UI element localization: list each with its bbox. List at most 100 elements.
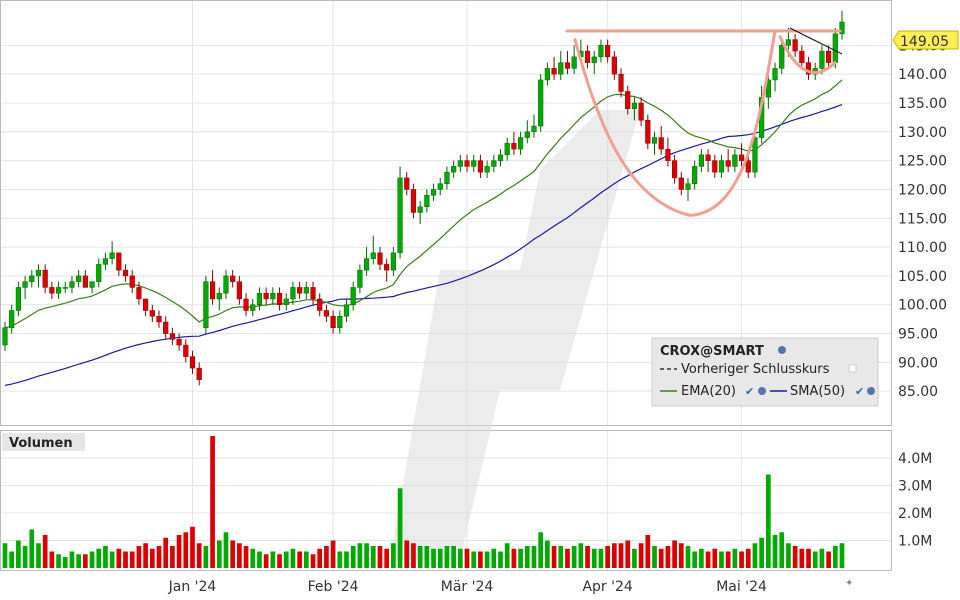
- volume-bar: [123, 551, 128, 568]
- candle-body: [176, 339, 182, 346]
- candle-body: [477, 160, 484, 173]
- candle-body: [136, 287, 142, 300]
- prev-close-toggle-icon[interactable]: [848, 364, 857, 373]
- volume-bar: [350, 546, 356, 568]
- price-tick-label: 90.00: [898, 355, 938, 371]
- volume-bar: [839, 543, 845, 568]
- volume-bar: [357, 543, 363, 568]
- candle-body: [109, 252, 115, 259]
- volume-bar: [705, 551, 711, 568]
- candle-body: [692, 166, 698, 184]
- ema-check-icon[interactable]: ✔: [745, 385, 754, 398]
- volume-bar: [83, 554, 88, 568]
- candle-body: [283, 298, 289, 305]
- candle-body: [290, 287, 296, 300]
- candle-body: [551, 68, 557, 75]
- price-tick-label: 100.00: [898, 298, 947, 314]
- candle-body: [805, 62, 812, 75]
- volume-bar: [16, 540, 21, 568]
- candle-body: [196, 367, 202, 380]
- candle-body: [618, 73, 624, 92]
- volume-bar: [632, 548, 637, 568]
- volume-bar: [578, 543, 584, 568]
- candle-body: [625, 91, 631, 110]
- volume-bar: [176, 535, 182, 568]
- sma-settings-icon[interactable]: [867, 387, 875, 395]
- volume-bar: [471, 551, 477, 568]
- cup-curve: [573, 29, 777, 217]
- volume-bar: [103, 546, 108, 568]
- candle-body: [129, 275, 135, 288]
- volume-bar: [511, 548, 517, 568]
- volume-bar: [585, 546, 590, 568]
- volume-bar: [792, 546, 798, 568]
- volume-bar: [799, 548, 805, 568]
- volume-bar: [826, 551, 831, 568]
- candle-body: [169, 333, 175, 340]
- volume-bar: [404, 540, 410, 568]
- volume-bar: [752, 543, 758, 568]
- volume-bar: [591, 548, 597, 568]
- candle-body: [29, 275, 35, 282]
- volume-bar: [652, 546, 657, 568]
- volume-bar: [417, 546, 423, 568]
- candle-body: [752, 137, 758, 173]
- volume-bar: [692, 551, 698, 568]
- candle-body: [390, 252, 396, 271]
- candle-body: [69, 281, 75, 288]
- volume-bar: [437, 548, 443, 568]
- volume-bar: [786, 543, 791, 568]
- volume-bar: [531, 546, 537, 568]
- legend-symbol-icon[interactable]: [778, 346, 786, 354]
- candle-body: [370, 252, 376, 259]
- volume-bar: [49, 551, 55, 568]
- time-tick-label: Mai '24: [716, 579, 767, 595]
- volume-bar: [565, 548, 570, 568]
- price-tick-label: 120.00: [898, 182, 947, 198]
- volume-bar: [625, 540, 631, 568]
- volume-bar: [598, 548, 604, 568]
- candle-body: [357, 269, 363, 288]
- candle-body: [430, 189, 437, 196]
- volume-tick-label: 2.0M: [898, 506, 932, 522]
- volume-bar: [685, 546, 691, 568]
- candle-body: [451, 166, 457, 173]
- volume-bar: [424, 546, 430, 568]
- candle-body: [772, 68, 778, 81]
- volume-bar: [772, 535, 778, 568]
- price-tick-label: 135.00: [898, 96, 947, 112]
- volume-bar: [210, 436, 215, 568]
- candle-body: [497, 154, 504, 161]
- candle-body: [62, 287, 68, 289]
- candle-body: [564, 62, 571, 69]
- volume-bar: [464, 548, 470, 568]
- volume-bar: [766, 474, 771, 568]
- volume-bar: [237, 543, 242, 568]
- scroll-marker-icon[interactable]: ✦: [845, 578, 853, 589]
- candle-body: [317, 298, 323, 311]
- price-axis-labels: 145.00140.00135.00130.00125.00120.00115.…: [898, 38, 947, 400]
- volume-bar: [317, 548, 323, 568]
- volume-bar: [431, 548, 436, 568]
- volume-bar: [364, 543, 369, 568]
- candle-body: [209, 281, 216, 300]
- volume-bar: [370, 546, 376, 568]
- ema-settings-icon[interactable]: [758, 387, 766, 395]
- volume-bar: [310, 554, 316, 568]
- volume-bar: [277, 554, 282, 568]
- sma-check-icon[interactable]: ✔: [855, 385, 864, 398]
- candle-body: [665, 148, 671, 161]
- volume-bar: [190, 526, 195, 568]
- volume-bar: [203, 546, 209, 568]
- candle-body: [645, 120, 651, 144]
- candle-body: [149, 310, 155, 317]
- volume-bar: [196, 543, 202, 568]
- volume-bar: [223, 532, 229, 568]
- volume-bar: [116, 548, 122, 568]
- volume-bar: [397, 488, 403, 568]
- candle-body: [49, 287, 55, 294]
- candle-body: [42, 269, 48, 288]
- last-price-label: 149.05: [900, 34, 949, 50]
- volume-bar: [504, 543, 510, 568]
- volume-bar: [498, 551, 503, 568]
